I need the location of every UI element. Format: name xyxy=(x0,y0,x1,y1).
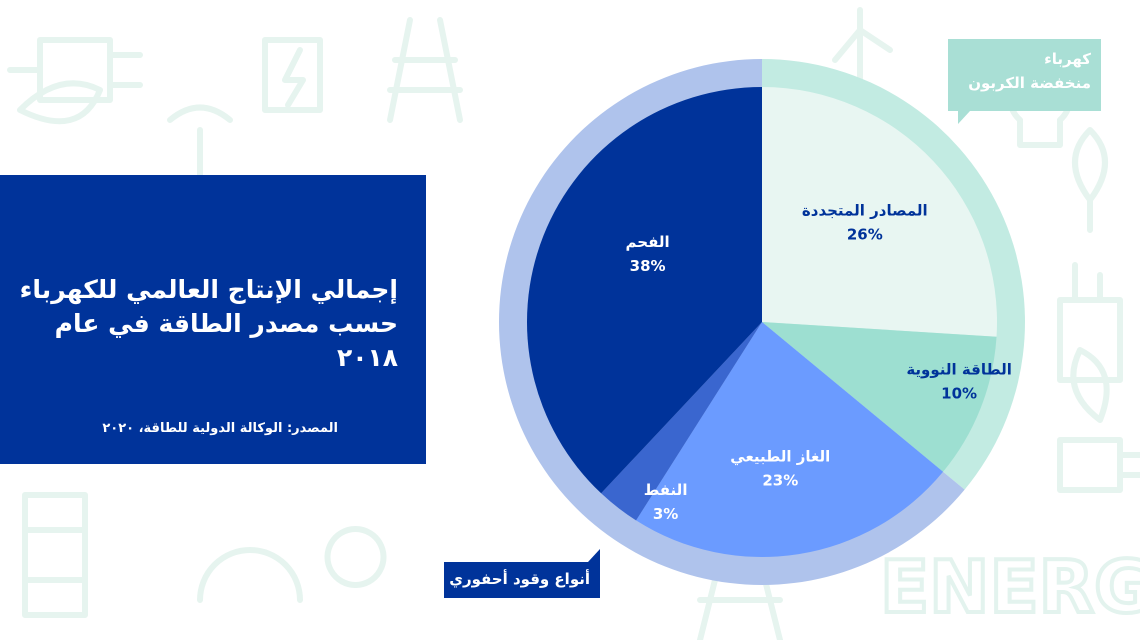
leaf-icon-right xyxy=(1070,347,1110,423)
co2-icon xyxy=(324,526,387,588)
slice-value-3: 3% xyxy=(653,505,678,523)
slice-label-0: المصادر المتجددة xyxy=(802,202,928,220)
factory-icon xyxy=(1057,262,1123,383)
low-carbon-callout: كهرباء منخفضة الكربون xyxy=(948,39,1101,124)
title-line-1: إجمالي الإنتاج العالمي للكهرباء xyxy=(19,275,398,304)
pie-slice-0 xyxy=(762,87,998,337)
tree-icon xyxy=(1072,127,1108,233)
slice-value-0: 26% xyxy=(847,226,883,244)
plug-icon xyxy=(7,37,143,103)
pie-slice-2 xyxy=(636,322,944,558)
slice-label-1: الطاقة النووية xyxy=(906,361,1012,379)
fossil-fuel-callout: أنواع وقود أحفوري xyxy=(444,549,600,598)
pie-slice-4 xyxy=(526,87,762,494)
globe-icon xyxy=(197,547,303,603)
leaf-icon xyxy=(17,80,103,125)
slice-layer xyxy=(526,87,998,558)
lightning-icon xyxy=(262,37,323,113)
energy-watermark: ENERGY xyxy=(880,545,1140,629)
title-panel: إجمالي الإنتاج العالمي للكهرباء حسب مصدر… xyxy=(0,175,426,464)
slice-label-4: الفحم xyxy=(626,233,670,251)
low-carbon-callout-line-2: منخفضة الكربون xyxy=(968,74,1091,92)
pie-chart: المصادر المتجددة 26% الطاقة النووية 10% الغا… xyxy=(498,59,1025,585)
slice-value-4: 38% xyxy=(630,257,666,275)
title-line-2: حسب مصدر الطاقة في عام ٢٠١٨ xyxy=(54,309,398,372)
wind-turbine-icon xyxy=(832,7,893,113)
plug-icon-right xyxy=(1057,437,1140,493)
low-carbon-callout-line-1: كهرباء xyxy=(1044,50,1091,68)
slice-value-2: 23% xyxy=(762,471,798,489)
slice-label-layer: المصادر المتجددة 26% الطاقة النووية 10% الغا… xyxy=(626,202,1012,523)
slice-label-3: النفط xyxy=(644,481,688,499)
barrel-icon xyxy=(22,492,88,618)
pie-slice-1 xyxy=(762,322,997,472)
pie-slice-3 xyxy=(601,322,762,521)
chart-title: إجمالي الإنتاج العالمي للكهرباء حسب مصدر… xyxy=(12,273,398,375)
slice-value-1: 10% xyxy=(941,385,977,403)
fossil-fuel-callout-text: أنواع وقود أحفوري xyxy=(449,570,590,588)
slice-label-2: الغاز الطبيعي xyxy=(730,447,830,465)
source-note: المصدر: الوكالة الدولية للطاقة، ٢٠٢٠ xyxy=(102,421,338,436)
pylon-icon xyxy=(387,17,463,123)
